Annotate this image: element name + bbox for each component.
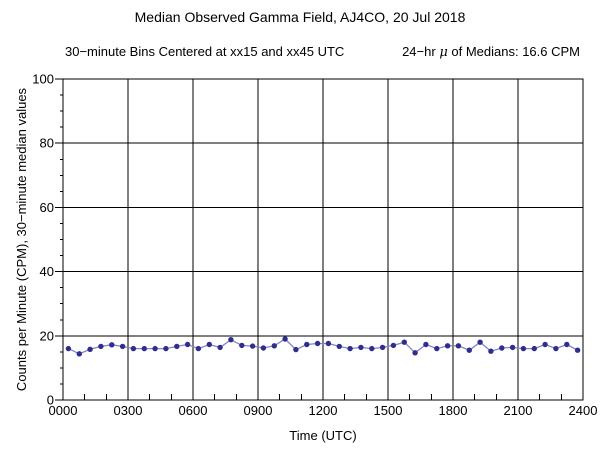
data-point (228, 337, 234, 343)
data-point (401, 339, 407, 345)
mean-label-suffix: of Medians: 16.6 CPM (447, 44, 580, 59)
x-tick-label: 1800 (439, 403, 468, 418)
x-tick-label: 0600 (179, 403, 208, 418)
data-point (141, 345, 147, 352)
data-point (119, 343, 126, 350)
data-point (195, 345, 202, 352)
data-point (98, 343, 104, 350)
data-point (109, 342, 115, 348)
data-point (520, 345, 527, 352)
data-point (509, 344, 516, 351)
data-point (87, 346, 93, 352)
data-point (444, 343, 451, 349)
data-point (564, 341, 570, 348)
data-point (304, 341, 310, 348)
y-tick-label: 100 (32, 72, 54, 87)
data-point (412, 350, 418, 356)
data-point (358, 344, 364, 351)
x-tick-label: 0300 (114, 403, 143, 418)
chart-subtitle-bins: 30−minute Bins Centered at xx15 and xx45… (65, 44, 345, 59)
data-point (488, 348, 494, 354)
data-point (65, 345, 72, 352)
data-point (336, 343, 342, 350)
data-point (477, 339, 483, 345)
data-point (390, 342, 397, 349)
data-point (282, 336, 288, 342)
data-point (369, 345, 375, 352)
data-point (455, 343, 462, 349)
data-point (76, 351, 83, 357)
y-tick-label: 40 (40, 264, 54, 279)
x-tick-label: 0000 (49, 403, 78, 418)
data-point (553, 345, 559, 352)
data-point (423, 341, 429, 348)
y-tick-label: 20 (40, 328, 54, 343)
chart-subtitle-mean: 24−hr μ of Medians: 16.6 CPM (402, 44, 580, 60)
data-point (314, 340, 321, 347)
chart-title: Median Observed Gamma Field, AJ4CO, 20 J… (134, 9, 466, 25)
data-point (325, 340, 332, 347)
data-point (163, 345, 169, 352)
data-point (531, 345, 537, 352)
data-point (249, 343, 256, 349)
data-point (434, 345, 440, 352)
data-point (271, 343, 277, 349)
x-tick-label: 2100 (504, 403, 533, 418)
data-point (574, 347, 581, 353)
data-point (184, 341, 191, 348)
data-point (239, 342, 245, 349)
data-point (130, 345, 137, 352)
y-tick-label: 0 (47, 393, 54, 408)
data-point (499, 345, 505, 351)
x-tick-label: 1200 (309, 403, 338, 418)
data-point (379, 344, 386, 351)
data-point (293, 346, 299, 353)
data-point (347, 345, 353, 352)
y-axis-label: Counts per Minute (CPM), 30−minute media… (14, 87, 29, 391)
x-tick-label: 2400 (569, 403, 598, 418)
data-point (217, 344, 223, 351)
data-point (174, 343, 180, 350)
data-point (152, 345, 158, 352)
mean-label-prefix: 24−hr (402, 44, 440, 59)
data-point (260, 345, 267, 351)
x-tick-label: 0900 (244, 403, 273, 418)
y-tick-label: 60 (40, 200, 54, 215)
data-point (206, 341, 212, 348)
data-point (542, 341, 548, 348)
x-tick-label: 1500 (374, 403, 403, 418)
x-axis-label: Time (UTC) (289, 428, 356, 443)
data-point (466, 347, 472, 353)
y-tick-label: 80 (40, 136, 54, 151)
mu-symbol: μ (439, 45, 448, 60)
